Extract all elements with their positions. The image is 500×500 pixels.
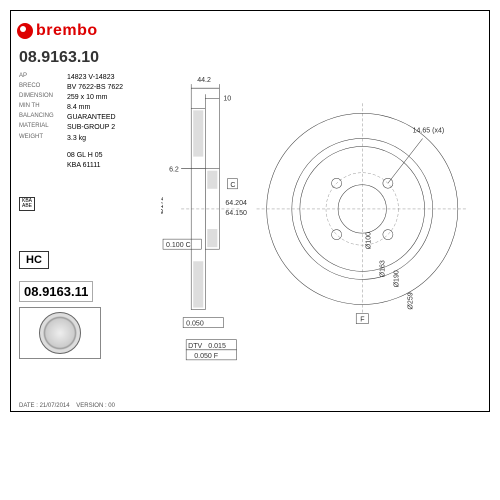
dim-hub2: 64.150 [225,210,247,217]
footer: DATE : 21/07/2014 VERSION : 00 [19,403,115,409]
spec-val-kba2: KBA 61111 [67,161,100,170]
spec-label: MATERIAL [19,123,67,132]
disc-thumb-icon [39,312,81,354]
part-number: 08.9163.10 [19,49,99,67]
spec-val-kba1: 08 GL H 05 [67,151,103,160]
header: brembo [17,17,483,45]
spec-label: MIN TH [19,103,67,112]
dim-a: 44.2 [197,77,211,84]
spec-label: BRECO [19,83,67,92]
spec-val-dimension: 259 x 10 mm [67,93,107,102]
spec-val-breco: BV 7622-BS 7622 [67,83,123,92]
dim-b: 10 [223,95,231,102]
spec-label: BALANCING [19,113,67,122]
dim-c: 6.2 [169,167,179,174]
date-label: DATE : [19,403,38,409]
kba-abe-stamp: KBAABE [19,197,35,211]
spec-val-ap: 14823 V-14823 [67,73,115,82]
alt-part-number: 08.9163.11 [19,281,93,302]
version-val: 00 [108,403,115,409]
logo-dot-icon [17,23,33,39]
dtv-val: 0.015 [208,343,226,350]
version-label: VERSION : [76,403,106,409]
dtv-label: DTV [188,343,202,350]
technical-drawing: 44.2 10 6.2 64.204 64.150 0.100 C C 0.05… [161,51,483,387]
runout: 0.050 F [194,353,219,360]
dim-pcd: Ø100 [365,232,372,249]
spec-label: AP [19,73,67,82]
dim-d1: Ø172 [161,197,165,214]
ref-c: C [230,182,235,189]
dim-d4: Ø259 [408,292,415,309]
dim-d2: Ø163 [379,260,386,277]
dim-hub1: 64.204 [225,200,247,207]
hc-badge: HC [19,251,49,269]
spec-table: AP14823 V-14823 BRECOBV 7622-BS 7622 DIM… [19,73,123,171]
dim-d3: Ø190 [393,270,400,287]
spec-val-minth: 8.4 mm [67,103,90,112]
dim-par1: 0.100 C [166,242,191,249]
spec-label: DIMENSION [19,93,67,102]
date-val: 21/07/2014 [40,403,70,409]
spec-label: WEIGHT [19,134,67,143]
spec-val-material: SUB-GROUP 2 [67,123,115,132]
part-thumbnail [19,307,101,359]
drawing-svg: 44.2 10 6.2 64.204 64.150 0.100 C C 0.05… [161,51,483,387]
spec-label [19,161,67,170]
ref-f: F [360,317,365,324]
drawing-sheet: brembo 08.9163.10 AP14823 V-14823 BRECOB… [10,10,490,412]
spec-val-balancing: GUARANTEED [67,113,116,122]
spec-val-weight: 3.3 kg [67,134,86,143]
dim-hole: 14.65 (x4) [413,127,445,134]
spec-label [19,151,67,160]
dim-par2: 0.050 [186,321,204,328]
brand-text: brembo [36,22,98,40]
brembo-logo: brembo [17,22,98,40]
